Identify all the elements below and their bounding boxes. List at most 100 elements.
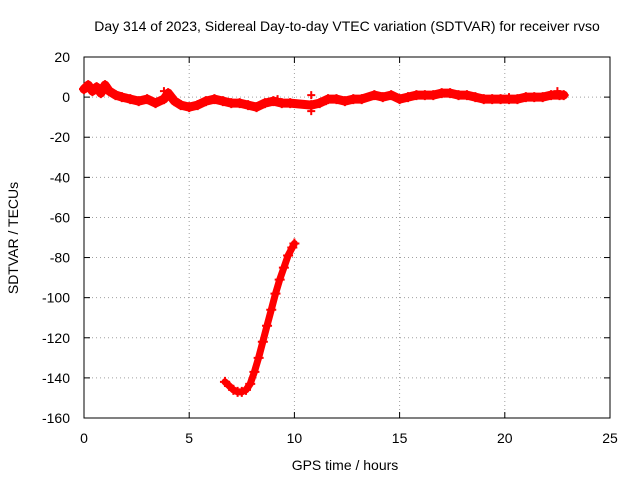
data-point-marker [270,288,281,299]
data-point-marker [266,304,277,315]
data-point-marker [377,92,388,103]
data-point-marker [348,94,359,105]
y-tick-labels: 20 0 -20 -40 -60 -80 -100 -120 -140 -160 [42,49,70,426]
data-point-marker [285,98,296,109]
data-point-marker [83,80,94,91]
data-point-marker [100,80,111,91]
x-tick-label: 15 [392,430,408,446]
data-point-marker [307,107,316,116]
data-point-marker [445,88,456,99]
y-tick-label: -120 [42,330,70,346]
y-tick-label: 0 [62,89,70,105]
data-point-marker [243,100,254,111]
data-point-marker [241,384,252,395]
data-point-marker [403,92,414,103]
series-isolated-markers [159,87,562,116]
data-point-marker [273,95,282,104]
data-point-marker [209,94,220,105]
y-tick-label: -40 [50,169,70,185]
x-tick-label: 25 [602,430,618,446]
data-point-marker [289,238,300,249]
data-point-marker [558,90,569,101]
x-tick-label: 5 [185,430,193,446]
data-point-marker [356,94,367,105]
y-tick-label: -160 [42,410,70,426]
data-point-marker [307,91,316,100]
data-point-marker [520,92,531,103]
x-tick-label: 10 [287,430,303,446]
data-point-marker [249,366,260,377]
y-tick-label: -60 [50,209,70,225]
data-point-marker [529,92,540,103]
data-point-marker [461,90,472,101]
data-point-marker [411,90,422,101]
data-point-marker [150,98,161,109]
data-point-marker [436,88,447,99]
y-tick-label: -80 [50,250,70,266]
data-point-marker [201,96,212,107]
x-tick-label: 0 [80,430,88,446]
data-point-marker [428,90,439,101]
data-point-marker [323,94,334,105]
data-point-marker [512,94,523,105]
data-point-marker [234,98,245,109]
data-point-marker [487,94,498,105]
data-point-marker [262,320,273,331]
data-point-marker [217,96,228,107]
y-tick-label: 20 [54,49,70,65]
data-point-marker [104,86,115,97]
x-tick-label: 20 [497,430,513,446]
data-point-marker [331,94,342,105]
data-point-marker [175,100,186,111]
data-point-marker [470,92,481,103]
data-point-marker [339,96,350,107]
data-point-marker [245,378,256,389]
data-point-marker [253,352,264,363]
data-point-marker [251,102,262,113]
data-point-marker [133,96,144,107]
data-point-marker [419,90,430,101]
data-point-marker [116,92,127,103]
data-point-marker [553,87,562,96]
data-point-marker [394,94,405,105]
data-point-marker [125,94,136,105]
data-point-marker [95,88,106,99]
data-point-marker [278,262,289,273]
data-point-marker [276,98,287,109]
data-point-marker [495,94,506,105]
series-dip-arc [219,238,300,397]
data-point-marker [546,90,557,101]
data-point-marker [321,97,330,106]
data-series [79,80,569,397]
data-point-marker [283,250,294,261]
series-main-band [79,80,569,113]
data-point-marker [505,93,514,102]
plot-frame [83,56,611,419]
data-point-marker [274,274,285,285]
data-point-marker [257,336,268,347]
y-tick-label: -140 [42,370,70,386]
x-tick-labels: 0 5 10 15 20 25 [80,430,618,446]
data-point-marker [537,92,548,103]
y-axis-label: SDTVAR / TECUs [5,182,21,294]
chart-title: Day 314 of 2023, Sidereal Day-to-day VTE… [94,18,600,34]
data-point-marker [192,100,203,111]
data-point-marker [478,94,489,105]
data-point-marker [259,98,270,109]
data-point-marker [314,98,325,109]
y-tick-label: -100 [42,290,70,306]
data-point-marker [110,90,121,101]
grid-lines [84,57,610,418]
data-point-marker [226,98,237,109]
data-point-marker [453,90,464,101]
data-point-marker [142,94,153,105]
data-point-marker [158,94,169,105]
data-point-marker [169,96,180,107]
data-point-marker [91,82,102,93]
data-point-marker [369,90,380,101]
y-tick-label: -20 [50,129,70,145]
data-point-marker [159,87,168,96]
data-point-marker [184,102,195,113]
axis-ticks [83,56,611,419]
